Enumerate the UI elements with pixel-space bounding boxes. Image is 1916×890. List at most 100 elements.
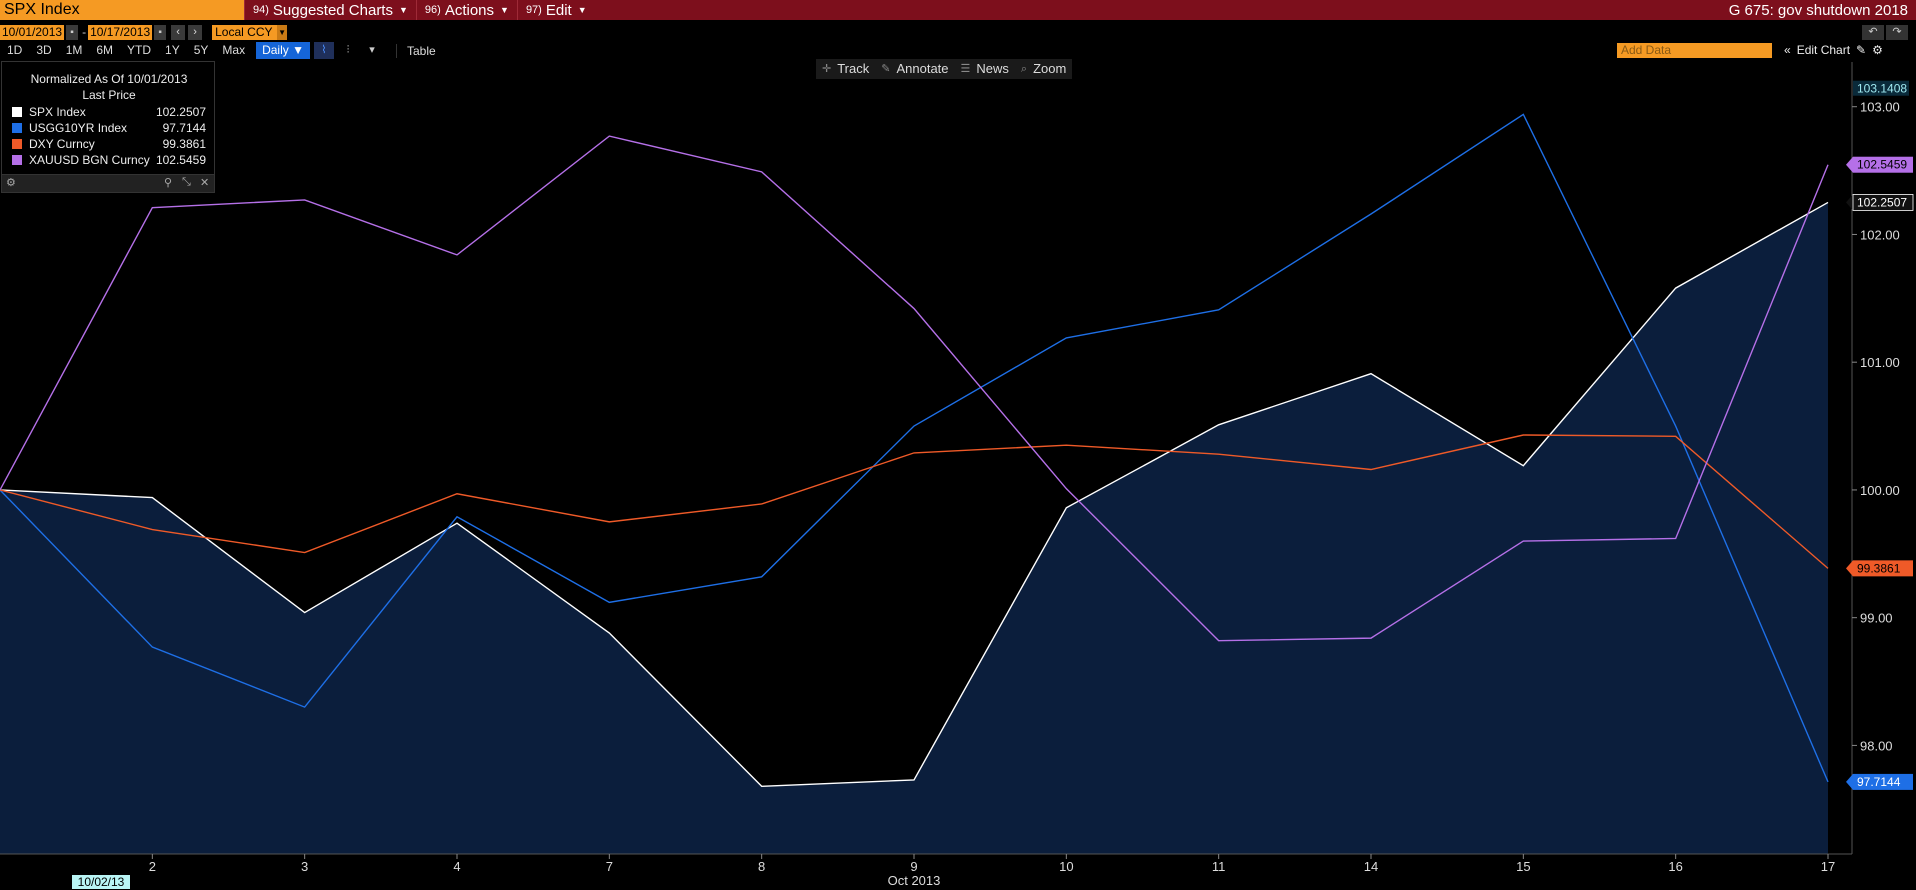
top-value-label: 103.1408 — [1857, 82, 1907, 96]
y-tick-label: 102.00 — [1860, 227, 1900, 242]
period-1m[interactable]: 1M — [65, 43, 83, 57]
x-tick-label: 3 — [301, 859, 308, 874]
menu-number: 96) — [424, 4, 441, 16]
close-icon[interactable]: ✕ — [200, 177, 210, 189]
last-value-pointer — [1846, 194, 1853, 211]
series-area-fill — [0, 202, 1828, 855]
last-value-label: 97.7144 — [1857, 775, 1901, 789]
gear-icon[interactable]: ⚙ — [6, 177, 16, 189]
period-5y[interactable]: 5Y — [193, 43, 209, 57]
period-max[interactable]: Max — [222, 43, 246, 57]
suggested-charts-menu[interactable]: 94) Suggested Charts ▼ — [244, 0, 416, 20]
legend-title: Normalized As Of 10/01/2013 — [30, 72, 188, 86]
undo-icon[interactable]: ↶ — [1862, 24, 1884, 40]
crosshair-icon: ✛ — [822, 63, 832, 75]
legend-swatch — [12, 155, 22, 165]
top-menu-bar: SPX Index 94) Suggested Charts ▼ 96) Act… — [0, 0, 1916, 20]
period-selector-row: 1D 3D 1M 6M YTD 1Y 5Y Max Daily ▼ ⌇ ⫶ ▾ … — [0, 42, 1916, 59]
legend-row[interactable]: DXY Curncy 99.3861 — [12, 136, 212, 152]
y-tick-label: 98.00 — [1860, 738, 1893, 753]
x-tick-label: 15 — [1516, 859, 1530, 874]
chart-toolbar: ✛ Track ✎ Annotate ☰ News ⌕ Zoom — [816, 59, 1073, 79]
series-line — [0, 135, 1829, 642]
last-value-label: 102.2507 — [1857, 195, 1907, 209]
menu-label: Edit — [545, 1, 572, 19]
y-tick-label: 100.00 — [1860, 483, 1900, 498]
collapse-icon[interactable]: « — [1784, 43, 1791, 57]
chevron-down-icon: ▼ — [577, 5, 587, 15]
x-tick-label: 10 — [1059, 859, 1073, 874]
chart-title: G 675: gov shutdown 2018 — [1728, 1, 1908, 19]
x-tick-label: 8 — [758, 859, 765, 874]
legend-series-name: DXY Curncy — [29, 137, 95, 151]
date-separator: - — [82, 25, 87, 39]
zoom-button[interactable]: ⌕ Zoom — [1015, 59, 1072, 79]
legend-row[interactable]: SPX Index 102.2507 — [12, 104, 212, 120]
period-1y[interactable]: 1Y — [165, 43, 180, 57]
currency-select[interactable]: Local CCY ▼ — [212, 24, 288, 40]
annotate-button[interactable]: ✎ Annotate — [875, 59, 954, 79]
start-date-label: 10/02/13 — [78, 875, 125, 889]
legend-row[interactable]: USGG10YR Index 97.7144 — [12, 120, 212, 136]
start-date-input[interactable]: 10/01/2013 — [0, 24, 65, 40]
menu-number: 94) — [253, 4, 269, 16]
legend-row[interactable]: XAUUSD BGN Curncy 102.5459 — [12, 152, 212, 168]
track-button[interactable]: ✛ Track — [816, 59, 875, 79]
gear-icon[interactable]: ⚙ — [1872, 43, 1883, 57]
line-chart-icon[interactable]: ⌇ — [313, 42, 334, 59]
start-date-badge — [72, 875, 130, 889]
news-icon: ☰ — [960, 63, 971, 75]
last-value-label: 99.3861 — [1857, 561, 1901, 575]
edit-chart-button[interactable]: Edit Chart — [1796, 43, 1851, 57]
legend-panel[interactable]: Normalized As Of 10/01/2013 Last Price S… — [1, 61, 215, 193]
last-value-pointer — [1846, 156, 1853, 173]
legend-footer: ⚙ ⚲ ⤡ ✕ — [2, 174, 214, 192]
chevron-left-icon[interactable]: ‹ — [171, 24, 186, 40]
news-button[interactable]: ☰ News — [955, 59, 1015, 79]
end-date-input[interactable]: 10/17/2013 — [88, 24, 153, 40]
x-tick-label: 4 — [453, 859, 460, 874]
redo-icon[interactable]: ↷ — [1886, 24, 1908, 40]
edit-chart-group: « Edit Chart ✎ ⚙ — [1778, 42, 1883, 59]
resize-icon[interactable]: ⤡ — [182, 176, 191, 188]
x-tick-label: 16 — [1668, 859, 1682, 874]
legend-series-value: 102.2507 — [155, 105, 206, 119]
y-tick-label: 101.00 — [1860, 355, 1900, 370]
frequency-select[interactable]: Daily ▼ — [256, 42, 310, 59]
series-line — [0, 201, 1829, 788]
calendar-icon[interactable]: ▪ — [154, 24, 167, 40]
edit-icon[interactable]: ✎ — [1856, 43, 1867, 57]
legend-swatch — [12, 107, 22, 117]
x-axis-label: Oct 2013 — [888, 873, 941, 888]
chevron-right-icon[interactable]: › — [188, 24, 203, 40]
news-label: News — [976, 61, 1009, 76]
bar-chart-icon[interactable]: ⫶ — [346, 44, 350, 56]
x-tick-label: 2 — [149, 859, 156, 874]
pin-icon[interactable]: ⚲ — [164, 177, 173, 189]
currency-value: Local CCY — [215, 24, 273, 39]
x-tick-label: 11 — [1212, 859, 1226, 874]
table-button[interactable]: Table — [395, 43, 446, 58]
chevron-down-icon: ▼ — [398, 5, 408, 15]
chevron-down-icon: ▼ — [500, 5, 509, 15]
security-ticker-field[interactable]: SPX Index — [0, 0, 244, 20]
edit-menu[interactable]: 97) Edit ▼ — [516, 0, 595, 20]
period-ytd[interactable]: YTD — [127, 43, 152, 57]
last-value-label: 102.5459 — [1857, 158, 1907, 172]
zoom-label: Zoom — [1033, 61, 1067, 76]
actions-menu[interactable]: 96) Actions ▼ — [415, 0, 517, 20]
y-tick-label: 103.00 — [1860, 100, 1900, 115]
legend-series-value: 99.3861 — [162, 137, 206, 151]
calendar-icon[interactable]: ▪ — [66, 24, 79, 40]
period-1d[interactable]: 1D — [7, 43, 23, 57]
chevron-down-icon[interactable]: ▾ — [369, 44, 375, 56]
series-line — [0, 113, 1829, 783]
x-tick-label: 14 — [1364, 859, 1378, 874]
last-value-badge — [1853, 773, 1913, 790]
period-3d[interactable]: 3D — [36, 43, 52, 57]
x-tick-label: 17 — [1821, 859, 1835, 874]
period-6m[interactable]: 6M — [96, 43, 114, 57]
legend-series-value: 97.7144 — [162, 121, 206, 135]
add-data-input[interactable]: Add Data — [1617, 43, 1772, 58]
